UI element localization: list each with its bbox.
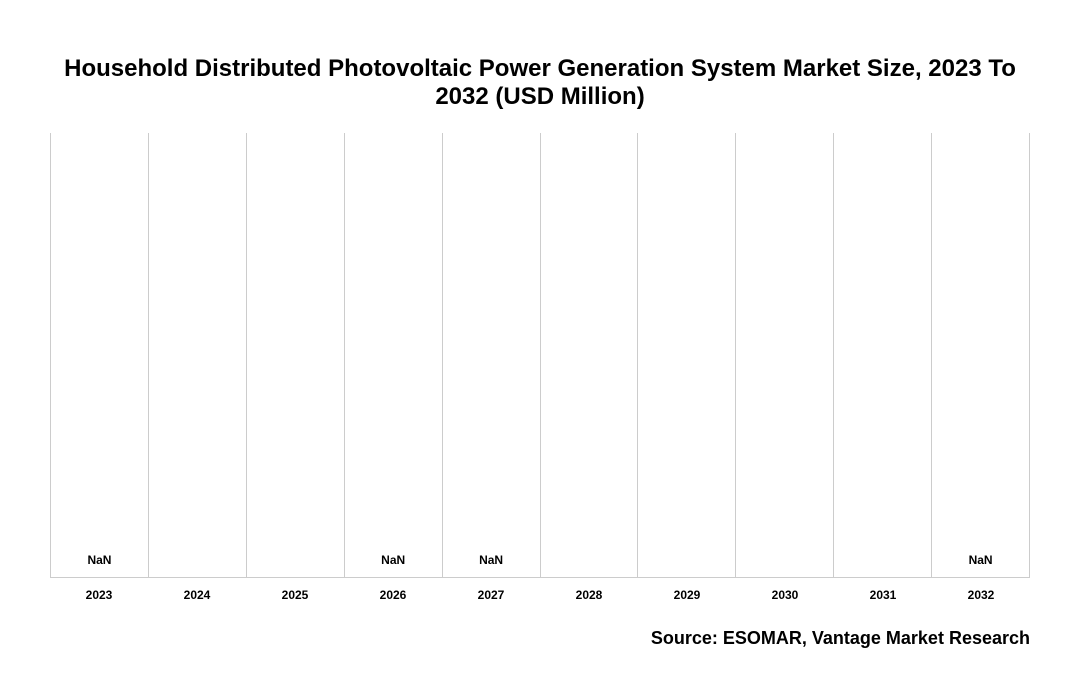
chart-column <box>735 133 833 577</box>
chart-column: NaN <box>931 133 1029 577</box>
x-axis-label: 2023 <box>50 588 148 602</box>
chart-column: NaN <box>50 133 148 577</box>
x-axis-label: 2024 <box>148 588 246 602</box>
chart-column <box>833 133 931 577</box>
data-label: NaN <box>443 553 540 567</box>
x-axis-label: 2031 <box>834 588 932 602</box>
data-label: NaN <box>932 553 1029 567</box>
chart-column: NaN <box>442 133 540 577</box>
data-label: NaN <box>51 553 148 567</box>
chart-column: NaN <box>344 133 442 577</box>
x-axis-label: 2025 <box>246 588 344 602</box>
chart-column <box>540 133 638 577</box>
x-axis-label: 2027 <box>442 588 540 602</box>
chart-title: Household Distributed Photovoltaic Power… <box>50 55 1030 111</box>
chart-column <box>637 133 735 577</box>
chart-column <box>148 133 246 577</box>
x-axis-label: 2028 <box>540 588 638 602</box>
x-axis-labels: 2023202420252026202720282029203020312032 <box>50 588 1030 602</box>
x-axis-label: 2030 <box>736 588 834 602</box>
x-axis-label: 2029 <box>638 588 736 602</box>
plot-area: NaNNaNNaNNaN <box>50 133 1030 578</box>
chart-column <box>246 133 344 577</box>
data-label: NaN <box>345 553 442 567</box>
source-attribution: Source: ESOMAR, Vantage Market Research <box>651 628 1030 649</box>
x-axis-label: 2026 <box>344 588 442 602</box>
x-axis-label: 2032 <box>932 588 1030 602</box>
